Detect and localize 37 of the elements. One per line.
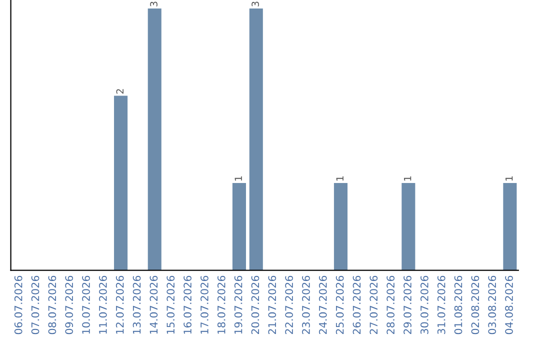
x-tick-label: 24.07.2026 (318, 276, 327, 334)
x-tick-label: 12.07.2026 (116, 276, 124, 334)
x-tick-label: 27.07.2026 (370, 276, 378, 334)
x-tick-label: 25.07.2026 (336, 276, 344, 334)
x-tick-label: 10.07.2026 (82, 276, 90, 334)
data-label: 1 (234, 176, 242, 181)
x-tick-label: 28.07.2026 (386, 276, 395, 334)
data-label: 1 (336, 176, 344, 181)
data-label: 1 (404, 176, 412, 181)
x-tick-label: 23.07.2026 (302, 276, 310, 334)
x-tick-label: 04.08.2026 (505, 276, 513, 334)
x-tick-label: 31.07.2026 (437, 276, 446, 334)
x-tick-label: 06.07.2026 (14, 276, 22, 334)
data-label: 3 (150, 2, 158, 6)
x-tick-label: 29.07.2026 (404, 276, 412, 334)
x-tick-label: 11.07.2026 (99, 276, 107, 334)
x-tick-label: 18.07.2026 (217, 276, 226, 334)
x-tick-label: 01.08.2026 (454, 276, 462, 334)
x-tick-label: 16.07.2026 (184, 276, 192, 334)
data-label: 2 (116, 89, 124, 94)
x-tick-label: 19.07.2026 (234, 276, 242, 334)
x-tick-label: 20.07.2026 (251, 276, 260, 334)
data-label: 3 (252, 2, 259, 6)
x-tick-label: 30.07.2026 (420, 276, 428, 334)
x-tick-label: 08.07.2026 (48, 276, 56, 334)
x-tick-label: 17.07.2026 (200, 276, 208, 334)
x-tick-label: 03.08.2026 (488, 276, 496, 334)
x-tick-label: 13.07.2026 (132, 276, 141, 334)
x-tick-label: 02.08.2026 (471, 276, 480, 334)
x-tick-label: 07.07.2026 (31, 276, 40, 334)
x-tick-label: 26.07.2026 (352, 276, 361, 334)
data-label: 1 (506, 176, 513, 181)
x-tick-label: 15.07.2026 (166, 276, 175, 334)
x-tick-label: 09.07.2026 (65, 276, 74, 334)
x-tick-label: 14.07.2026 (150, 276, 158, 334)
x-tick-label: 22.07.2026 (285, 276, 293, 334)
x-tick-label: 21.07.2026 (268, 276, 276, 334)
